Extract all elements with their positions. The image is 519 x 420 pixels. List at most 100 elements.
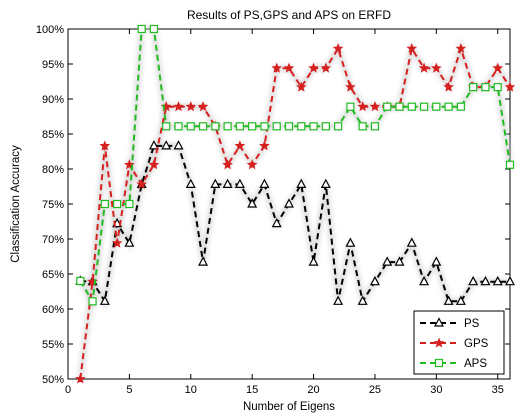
data-point-gps	[259, 140, 270, 151]
data-point-aps	[309, 122, 318, 131]
data-point-ps	[161, 140, 172, 150]
data-point-ps	[357, 295, 368, 305]
y-tick-label: 100%	[36, 24, 64, 36]
data-point-aps	[370, 122, 380, 131]
data-point-aps	[407, 102, 416, 111]
data-point-ps	[284, 198, 294, 208]
y-tick-label: 80%	[42, 164, 64, 176]
legend-marker-ps	[434, 317, 444, 327]
data-point-ps	[99, 295, 110, 305]
data-point-aps	[321, 122, 330, 131]
data-point-aps	[297, 122, 306, 131]
data-point-gps	[455, 43, 467, 54]
data-point-gps	[418, 62, 430, 73]
x-tick-label: 10	[185, 384, 197, 396]
data-point-ps	[431, 256, 442, 266]
x-tick-label: 30	[430, 384, 442, 396]
data-point-gps	[283, 62, 295, 73]
data-point-aps	[76, 276, 85, 286]
data-point-gps	[99, 140, 111, 151]
data-point-ps	[271, 217, 282, 228]
data-point-aps	[432, 102, 441, 111]
x-tick-label: 0	[65, 384, 71, 396]
data-point-aps	[162, 122, 171, 131]
y-tick-label: 75%	[42, 199, 64, 211]
data-point-ps	[210, 178, 221, 188]
data-point-ps	[185, 178, 196, 188]
data-point-aps	[505, 160, 515, 169]
axis-ticks: 0 5 10 15 20 25 30 35 50% 55% 60% 65% 70% 75% 80% 85% 90…	[36, 24, 510, 396]
data-point-ps	[124, 237, 135, 247]
data-point-aps	[125, 199, 134, 209]
legend-label-aps: APS	[464, 358, 487, 370]
series-line-ps	[80, 144, 510, 303]
data-point-ps	[406, 237, 417, 247]
data-point-ps	[345, 237, 356, 247]
data-point-ps	[234, 178, 245, 188]
data-point-aps	[444, 102, 453, 111]
data-point-aps	[88, 297, 97, 306]
y-tick-label: 90%	[42, 94, 64, 106]
data-point-aps	[248, 122, 257, 131]
data-point-ps	[198, 256, 209, 266]
data-point-gps	[504, 81, 516, 92]
data-point-aps	[383, 102, 392, 111]
data-point-gps	[295, 81, 307, 92]
data-point-aps	[149, 24, 159, 34]
y-tick-label: 55%	[42, 339, 64, 351]
y-tick-label: 60%	[42, 304, 64, 316]
data-point-gps	[197, 101, 209, 112]
y-tick-label: 95%	[42, 59, 64, 71]
data-point-ps	[394, 256, 405, 266]
data-point-ps	[320, 178, 331, 188]
data-point-aps	[493, 82, 502, 92]
data-point-aps	[419, 102, 429, 111]
data-point-ps	[369, 275, 380, 286]
y-tick-label: 70%	[42, 234, 64, 246]
data-point-aps	[469, 82, 478, 92]
x-tick-label: 35	[492, 384, 504, 396]
data-point-gps	[246, 159, 258, 170]
data-point-gps	[222, 159, 233, 170]
data-point-ps	[419, 275, 430, 286]
data-point-aps	[260, 122, 269, 131]
data-point-gps	[357, 101, 368, 112]
data-point-gps	[406, 43, 418, 54]
data-point-ps	[505, 275, 515, 286]
data-point-aps	[137, 24, 146, 34]
x-tick-label: 15	[246, 384, 258, 396]
y-tick-label: 50%	[42, 374, 64, 386]
data-point-gps	[443, 81, 454, 92]
data-point-gps	[271, 62, 283, 73]
data-point-ps	[468, 275, 479, 286]
x-tick-label: 20	[307, 384, 319, 396]
data-point-gps	[492, 62, 504, 73]
data-point-aps	[284, 122, 294, 131]
data-point-ps	[455, 295, 466, 305]
data-point-ps	[333, 295, 344, 305]
data-point-aps	[346, 102, 355, 111]
data-point-aps	[113, 199, 122, 209]
y-tick-label: 65%	[42, 269, 64, 281]
data-point-ps	[443, 295, 454, 305]
data-point-ps	[308, 256, 319, 266]
data-point-aps	[456, 102, 465, 111]
chart-title: Results of PS,GPS and APS on ERFD	[187, 8, 391, 22]
data-point-aps	[235, 122, 244, 131]
data-point-gps	[332, 43, 344, 54]
data-point-aps	[223, 122, 232, 131]
data-point-aps	[100, 199, 109, 209]
legend-marker-aps	[434, 358, 444, 368]
data-point-ps	[247, 198, 258, 208]
data-point-ps	[296, 178, 307, 188]
data-point-gps	[148, 159, 160, 170]
data-point-gps	[431, 62, 442, 73]
data-point-aps	[174, 122, 183, 131]
y-tick-label: 85%	[42, 129, 64, 141]
data-point-gps	[136, 178, 147, 189]
data-point-aps	[198, 122, 208, 131]
legend-box	[413, 310, 505, 375]
data-point-ps	[492, 275, 503, 286]
data-point-gps	[308, 62, 319, 73]
